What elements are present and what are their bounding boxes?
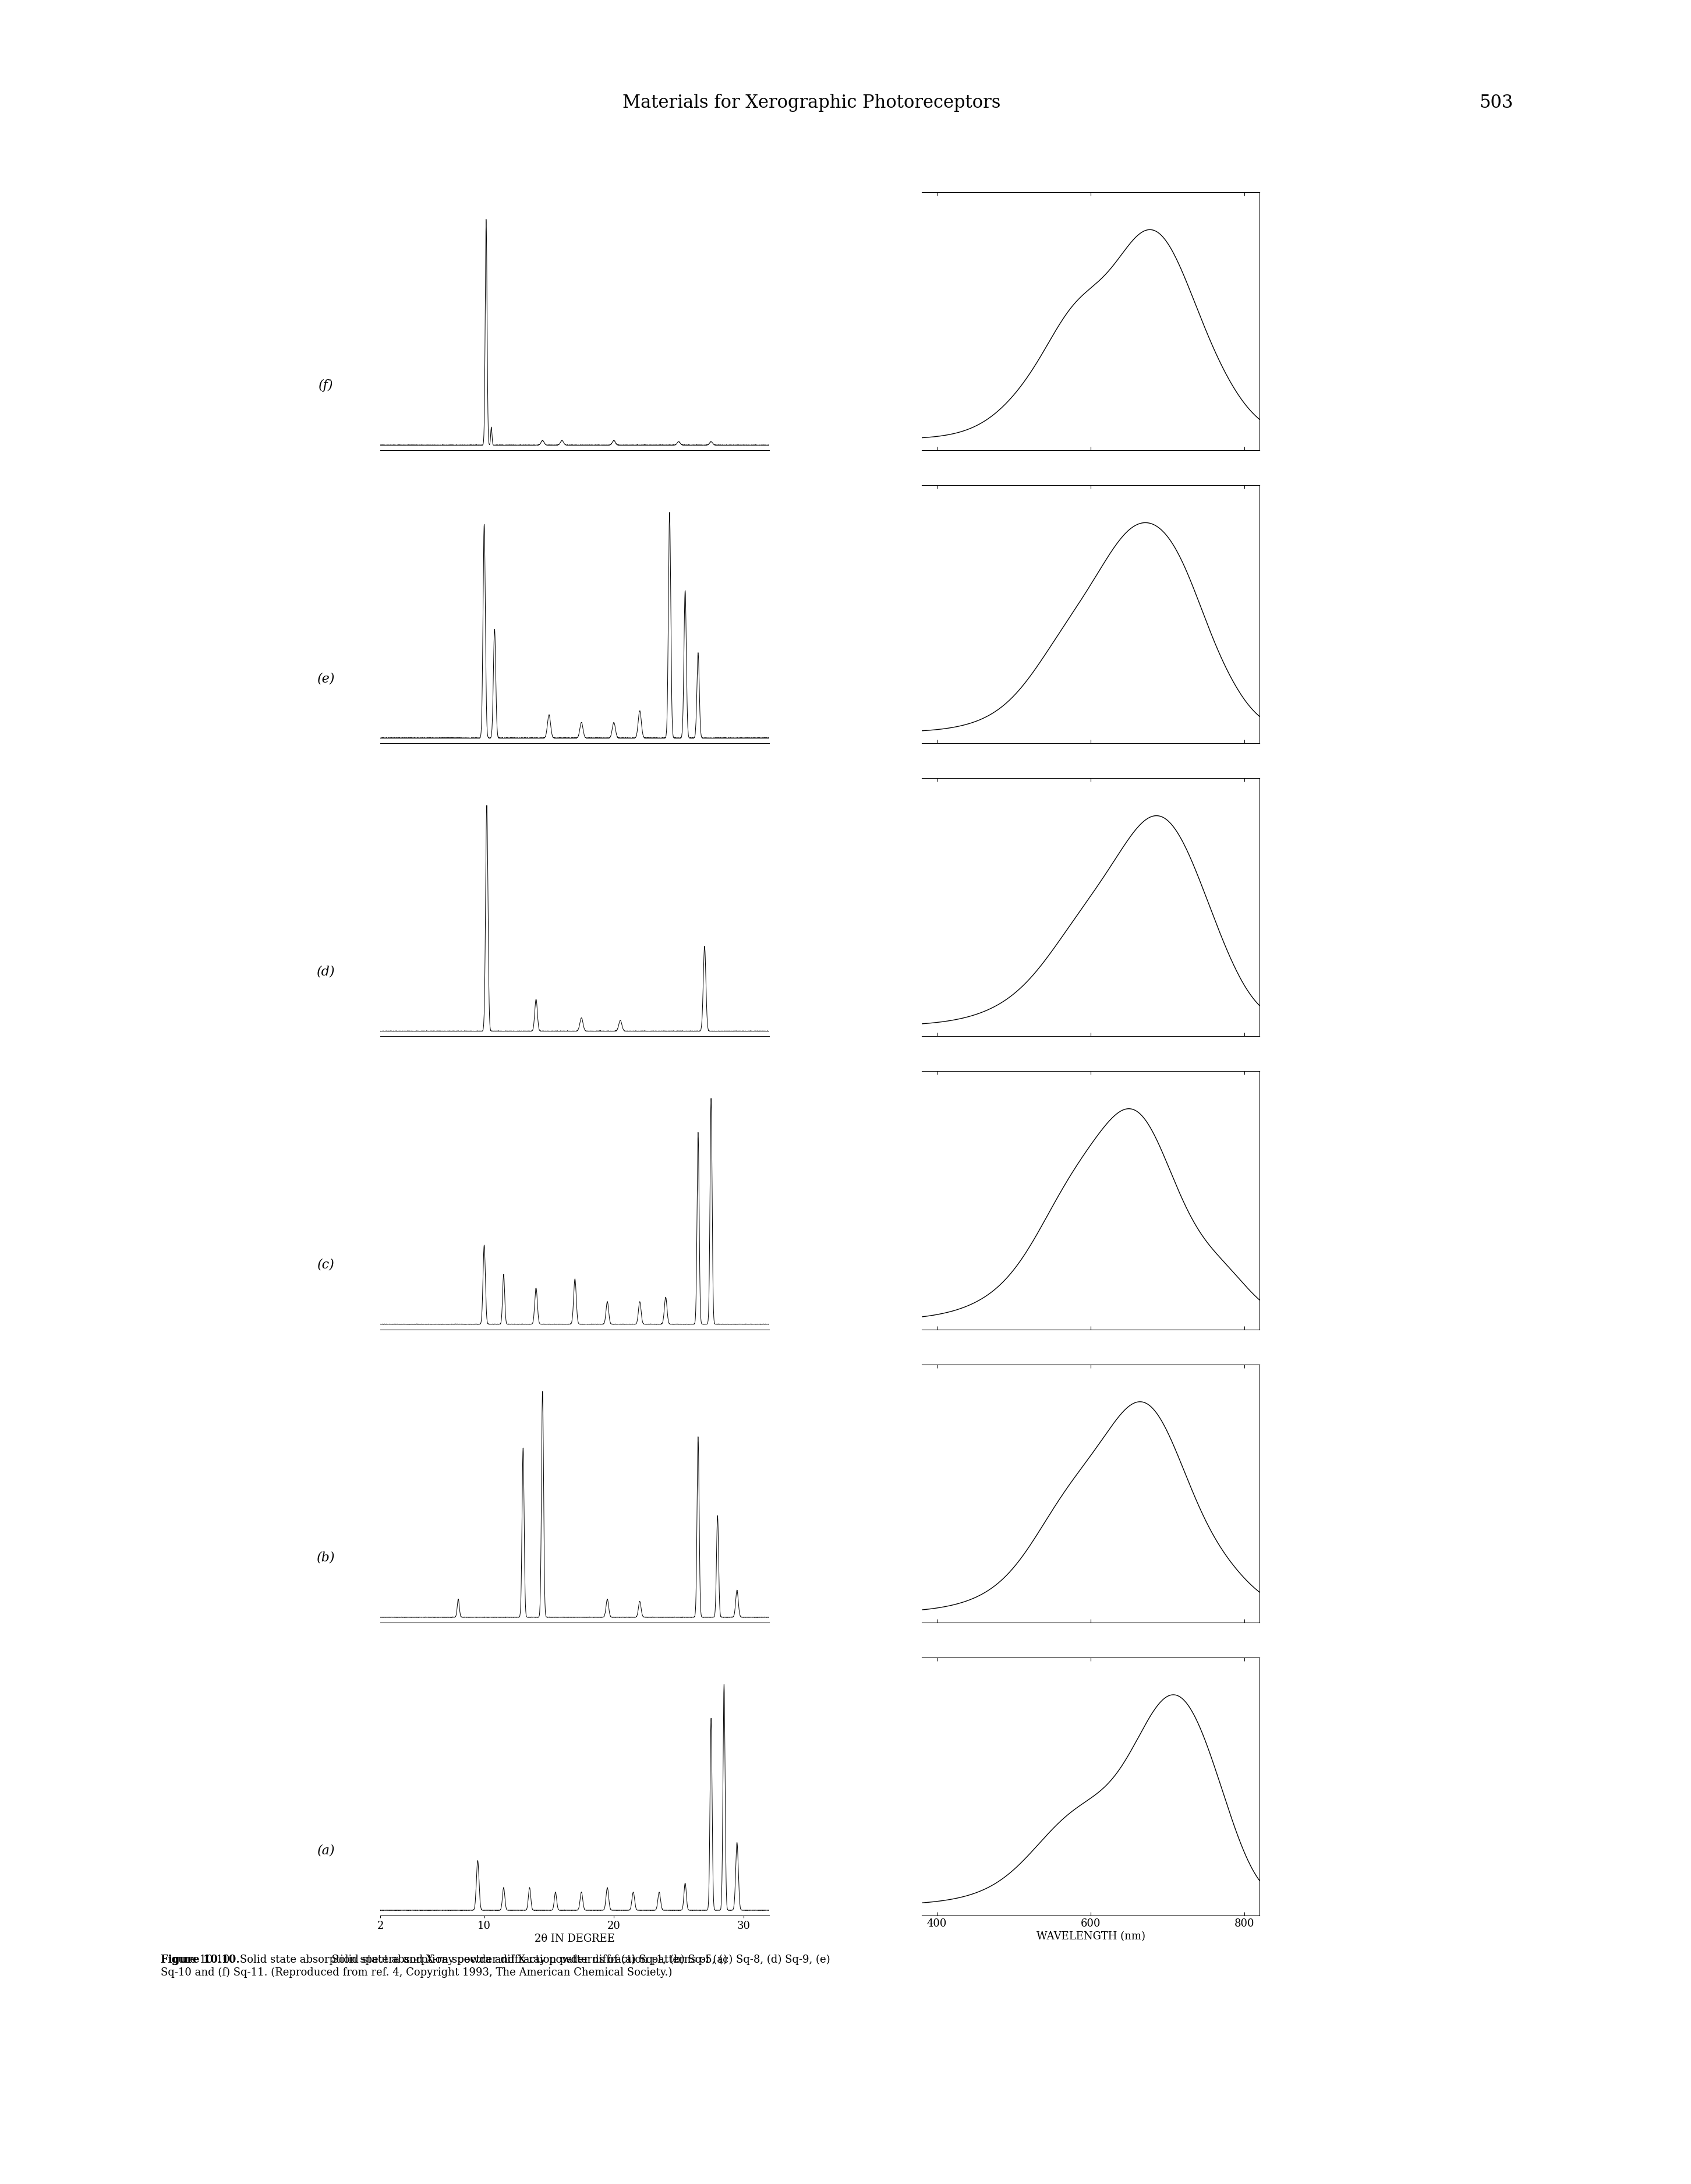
Text: (c): (c) xyxy=(318,1258,335,1271)
Text: 503: 503 xyxy=(1480,94,1513,111)
Text: (f): (f) xyxy=(318,380,333,393)
X-axis label: WAVELENGTH (nm): WAVELENGTH (nm) xyxy=(1037,1931,1145,1942)
Text: Solid state absorption spectra and X-ray powder diffraction patterns of (a): Solid state absorption spectra and X-ray… xyxy=(325,1955,731,1966)
Text: Figure 10.10.: Figure 10.10. xyxy=(161,1955,240,1966)
Text: (d): (d) xyxy=(316,965,335,978)
Text: Figure 10.10.  Solid state absorption spectra and X-ray powder diffraction patte: Figure 10.10. Solid state absorption spe… xyxy=(161,1955,830,1977)
X-axis label: 2θ IN DEGREE: 2θ IN DEGREE xyxy=(534,1933,616,1944)
Text: (e): (e) xyxy=(318,673,335,686)
Text: (b): (b) xyxy=(316,1551,335,1564)
Text: Materials for Xerographic Photoreceptors: Materials for Xerographic Photoreceptors xyxy=(622,94,1001,111)
Text: (a): (a) xyxy=(318,1845,335,1856)
